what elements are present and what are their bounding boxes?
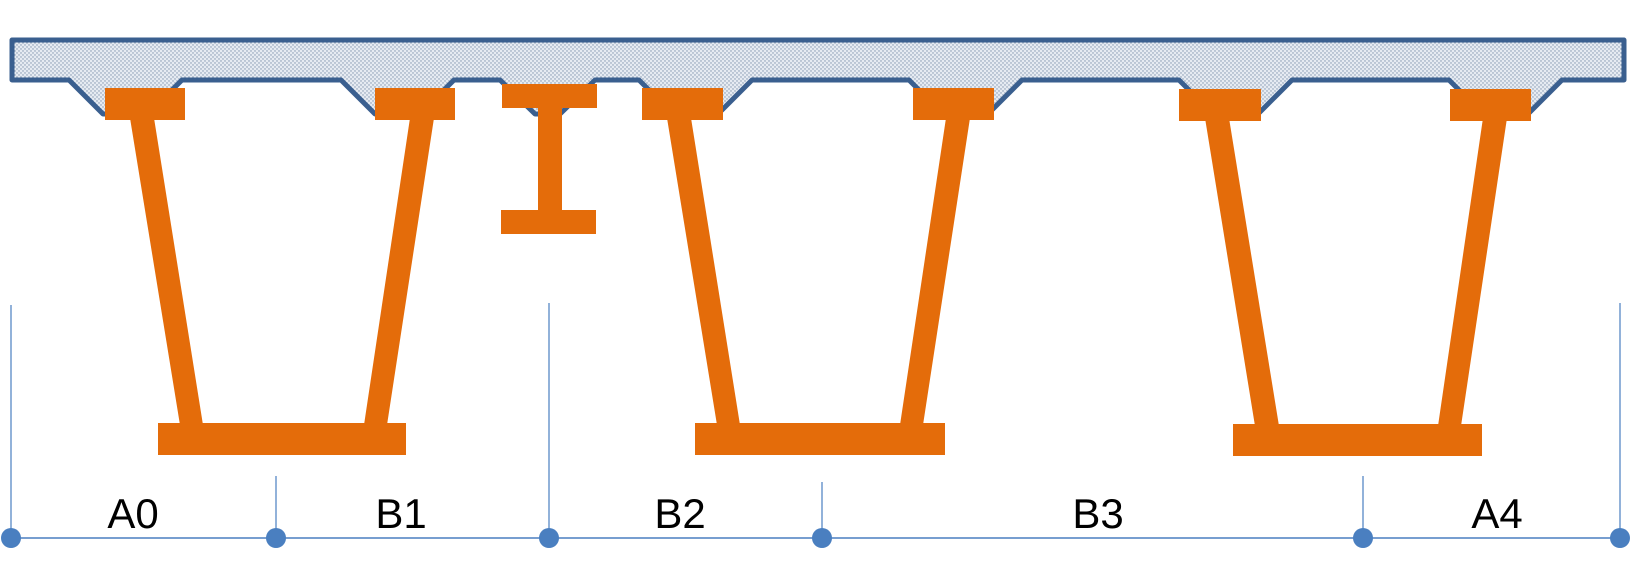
bottom-flange xyxy=(695,423,945,455)
top-flange-left xyxy=(105,88,185,120)
bottom-flange xyxy=(158,423,406,455)
box-girder-2 xyxy=(642,88,994,455)
segment-label-a0: A0 xyxy=(107,490,158,537)
dimension-node-5 xyxy=(1610,528,1630,548)
segment-label-b2: B2 xyxy=(654,490,705,537)
dimension-line-group: A0 B1 B2 B3 A4 xyxy=(1,303,1630,548)
deck-slab xyxy=(9,37,1627,117)
segment-label-a4: A4 xyxy=(1471,490,1522,537)
web-left xyxy=(130,118,203,425)
top-flange-right xyxy=(1450,89,1531,121)
dimension-node-1 xyxy=(266,528,286,548)
i-beam xyxy=(501,84,597,234)
web-right xyxy=(364,118,434,425)
top-flange-right xyxy=(913,88,994,120)
dimension-node-3 xyxy=(812,528,832,548)
web-right xyxy=(900,118,970,425)
dimension-node-4 xyxy=(1353,528,1373,548)
i-beam-web xyxy=(538,104,562,212)
box-girder-1 xyxy=(105,88,455,455)
dimension-node-2 xyxy=(539,528,559,548)
segment-label-b3: B3 xyxy=(1072,490,1123,537)
box-girder-3 xyxy=(1179,89,1531,456)
top-flange-right xyxy=(375,88,455,120)
segment-label-b1: B1 xyxy=(375,490,426,537)
web-left xyxy=(667,118,740,425)
i-beam-bottom-flange xyxy=(501,210,596,234)
dimension-node-0 xyxy=(1,528,21,548)
top-flange-left xyxy=(642,88,723,120)
bottom-flange xyxy=(1233,424,1482,456)
top-flange-left xyxy=(1179,89,1261,121)
web-right xyxy=(1438,118,1507,426)
web-left xyxy=(1205,118,1279,426)
